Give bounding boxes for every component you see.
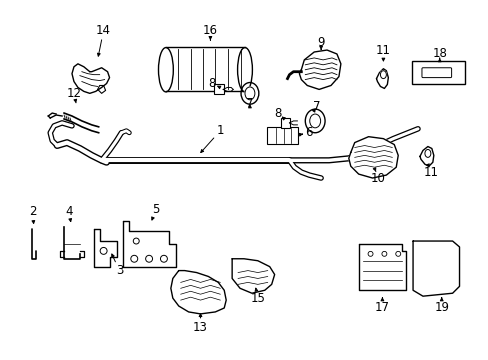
Polygon shape (170, 271, 226, 314)
FancyBboxPatch shape (280, 118, 290, 128)
Ellipse shape (367, 251, 372, 256)
Text: 15: 15 (250, 292, 265, 305)
Text: 16: 16 (203, 24, 218, 37)
Text: 7: 7 (245, 97, 253, 110)
Ellipse shape (244, 87, 254, 100)
Ellipse shape (395, 251, 400, 256)
Text: 11: 11 (423, 166, 437, 179)
Text: 10: 10 (370, 171, 385, 185)
Text: 17: 17 (374, 301, 389, 315)
Ellipse shape (237, 48, 252, 92)
Ellipse shape (424, 149, 430, 157)
Text: 8: 8 (273, 107, 281, 120)
Ellipse shape (309, 114, 320, 128)
Ellipse shape (100, 247, 107, 254)
Text: 6: 6 (305, 126, 312, 139)
Polygon shape (412, 241, 459, 296)
Ellipse shape (160, 255, 167, 262)
Polygon shape (299, 50, 340, 89)
Polygon shape (358, 244, 406, 290)
Text: 5: 5 (152, 203, 160, 216)
Text: 1: 1 (216, 124, 224, 137)
Text: 4: 4 (65, 205, 73, 218)
Polygon shape (94, 229, 117, 267)
Text: 13: 13 (193, 321, 207, 334)
Text: 2: 2 (29, 205, 36, 218)
Ellipse shape (145, 255, 152, 262)
Text: 18: 18 (431, 48, 447, 60)
Text: 3: 3 (116, 264, 123, 277)
Polygon shape (123, 221, 175, 267)
Ellipse shape (381, 251, 386, 256)
Ellipse shape (241, 82, 258, 104)
Ellipse shape (380, 71, 386, 78)
Ellipse shape (158, 48, 173, 92)
FancyBboxPatch shape (266, 127, 298, 144)
FancyBboxPatch shape (214, 85, 224, 94)
Text: 12: 12 (66, 87, 81, 100)
Ellipse shape (133, 238, 139, 244)
Text: 14: 14 (96, 24, 111, 37)
Polygon shape (232, 259, 274, 293)
Polygon shape (72, 64, 109, 93)
Text: 11: 11 (375, 44, 390, 57)
FancyBboxPatch shape (421, 68, 451, 78)
Text: 7: 7 (313, 100, 320, 113)
Ellipse shape (305, 109, 325, 133)
Text: 9: 9 (317, 36, 324, 49)
Polygon shape (419, 147, 433, 166)
FancyBboxPatch shape (411, 61, 465, 85)
Polygon shape (98, 85, 105, 93)
Ellipse shape (130, 255, 138, 262)
Text: 19: 19 (433, 301, 448, 315)
Polygon shape (348, 137, 397, 178)
Text: 8: 8 (208, 77, 216, 90)
Polygon shape (376, 69, 387, 89)
